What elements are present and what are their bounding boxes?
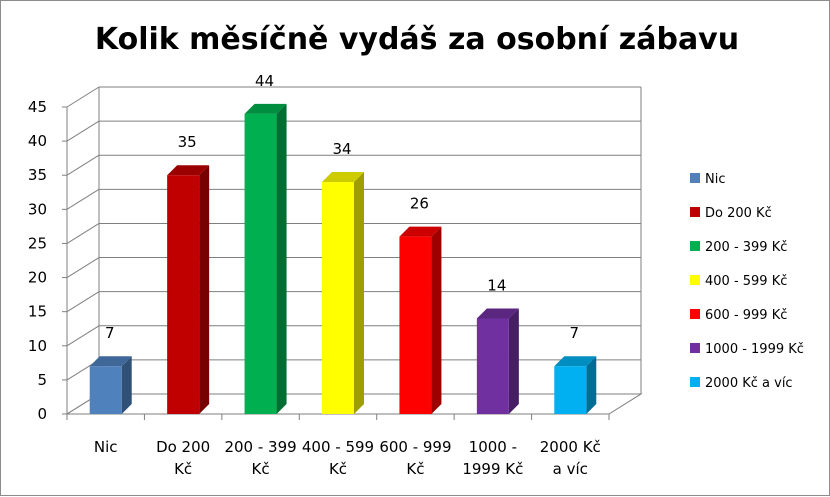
x-tick-label-0: Nic: [94, 438, 118, 456]
x-tick-label-1-line2: Kč: [174, 460, 192, 478]
y-tick-label-5: 25: [28, 234, 47, 252]
gridline-side-4: [66, 257, 100, 278]
legend-swatch-4: [690, 309, 700, 319]
gridline-side-8: [66, 120, 100, 142]
bar-side-2: [276, 103, 287, 415]
data-label-2: 44: [255, 72, 274, 90]
x-tick-label-6-line2: a víc: [553, 460, 588, 478]
legend-entry-6: 2000 Kč a víc: [705, 376, 793, 391]
chart-title: Kolik měsíčně vydáš za osobní zábavu: [95, 22, 739, 57]
bar-side-0: [121, 356, 132, 414]
data-label-6: 7: [570, 324, 580, 342]
x-tick-label-2-line1: 200 - 399: [224, 438, 296, 456]
legend-swatch-2: [690, 241, 700, 251]
legend-swatch-1: [690, 207, 700, 217]
bar-side-5: [508, 308, 519, 414]
legend-entry-1: Do 200 Kč: [705, 206, 772, 221]
y-tick-label-2: 10: [28, 337, 47, 355]
gridline-side-3: [66, 291, 100, 313]
x-tick-label-1-line1: Do 200: [156, 438, 210, 456]
bar-side-4: [431, 226, 442, 414]
gridline-side-6: [66, 188, 100, 210]
bar-top-4: [399, 226, 442, 237]
legend-entry-4: 600 - 999 Kč: [705, 308, 787, 323]
x-tick-label-5-line2: 1999 Kč: [462, 460, 523, 478]
legend-swatch-0: [690, 173, 700, 183]
legend-entry-0: Nic: [705, 172, 725, 187]
y-tick-label-4: 20: [28, 269, 47, 287]
bar-top-3: [322, 172, 364, 183]
y-tick-label-6: 30: [28, 200, 47, 218]
bar-4: [399, 236, 432, 414]
y-tick-label-0: 0: [37, 405, 47, 423]
bar-2: [244, 113, 277, 415]
bar-6: [554, 366, 587, 414]
gridline-side-7: [66, 154, 100, 176]
gridline-side-5: [66, 223, 100, 244]
legend-entry-2: 200 - 399 Kč: [705, 240, 787, 255]
x-tick-label-2-line2: Kč: [252, 460, 270, 478]
bar-top-0: [89, 356, 132, 367]
x-tick-label-4-line2: Kč: [406, 460, 424, 478]
data-label-4: 26: [410, 195, 429, 213]
x-tick-label-3-line2: Kč: [329, 460, 347, 478]
legend-swatch-6: [690, 377, 700, 387]
data-label-5: 14: [487, 276, 506, 294]
bar-top-1: [167, 165, 210, 176]
x-tick-label-6-line1: 2000 Kč: [540, 438, 601, 456]
bar-1: [167, 175, 200, 414]
legend-swatch-3: [690, 275, 700, 285]
bar-3: [322, 182, 354, 414]
y-tick-label-1: 5: [37, 371, 47, 389]
bar-0: [89, 366, 122, 414]
legend-entry-3: 400 - 599 Kč: [705, 274, 787, 289]
legend-entry-5: 1000 - 1999 Kč: [705, 342, 804, 357]
bar-side-6: [586, 356, 597, 414]
gridline-side-9: [66, 86, 100, 108]
data-label-3: 34: [332, 140, 351, 158]
x-tick-label-5-line1: 1000 -: [469, 438, 517, 456]
bar-5: [476, 318, 509, 414]
legend-swatch-5: [690, 343, 700, 353]
y-tick-label-8: 40: [28, 132, 47, 150]
x-tick-label-4-line1: 600 - 999: [379, 438, 451, 456]
y-tick-label-3: 15: [28, 303, 47, 321]
bar-side-3: [354, 172, 364, 414]
y-tick-label-7: 35: [28, 166, 47, 184]
data-label-0: 7: [105, 324, 115, 342]
gridline-side-2: [66, 325, 100, 347]
bar-top-2: [244, 103, 287, 114]
data-label-1: 35: [178, 133, 197, 151]
bar-top-5: [476, 308, 519, 319]
x-tick-label-3-line1: 400 - 599: [302, 438, 374, 456]
bar-top-6: [554, 356, 597, 367]
bar-side-1: [199, 165, 210, 414]
y-tick-label-9: 45: [28, 98, 47, 116]
